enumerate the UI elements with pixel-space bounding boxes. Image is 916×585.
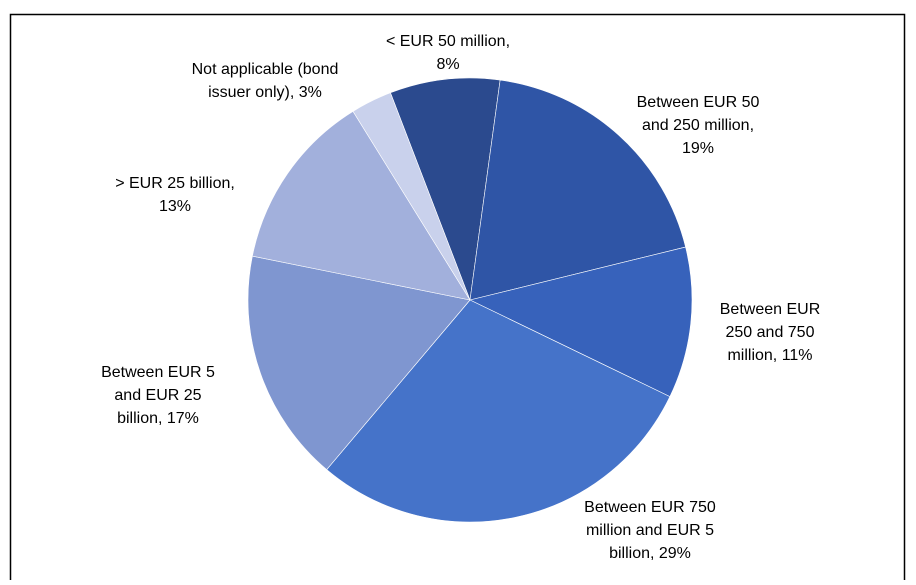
slice-label: million and EUR 5 <box>586 522 714 539</box>
slice-label: issuer only), 3% <box>208 84 322 101</box>
slice-label: Not applicable (bond <box>192 61 339 78</box>
pie-slice <box>469 246 693 398</box>
slice-label: Between EUR 750 <box>584 499 716 516</box>
slice-label: > EUR 25 billion, <box>115 175 235 192</box>
slice-label: 19% <box>682 140 714 157</box>
slice-label: < EUR 50 million, <box>386 33 510 50</box>
slice-label: and 250 million, <box>642 117 754 134</box>
slice-label: 13% <box>159 198 191 215</box>
slice-label: billion, 17% <box>117 410 199 427</box>
pie-slice <box>247 255 471 470</box>
pie-slice <box>252 110 471 301</box>
slice-label: 8% <box>436 56 459 73</box>
pie-slice <box>352 92 471 301</box>
pie-slice <box>469 79 686 301</box>
slice-label: Between EUR 50 <box>637 94 760 111</box>
slice-label: 250 and 750 <box>726 324 815 341</box>
pie-slice <box>390 77 501 301</box>
slice-label: and EUR 25 <box>114 387 201 404</box>
pie-slice <box>326 299 671 523</box>
slice-label: million, 11% <box>727 347 812 364</box>
slice-label: Between EUR 5 <box>101 364 215 381</box>
slice-label: Between EUR <box>720 301 821 318</box>
slice-label: billion, 29% <box>609 545 691 562</box>
